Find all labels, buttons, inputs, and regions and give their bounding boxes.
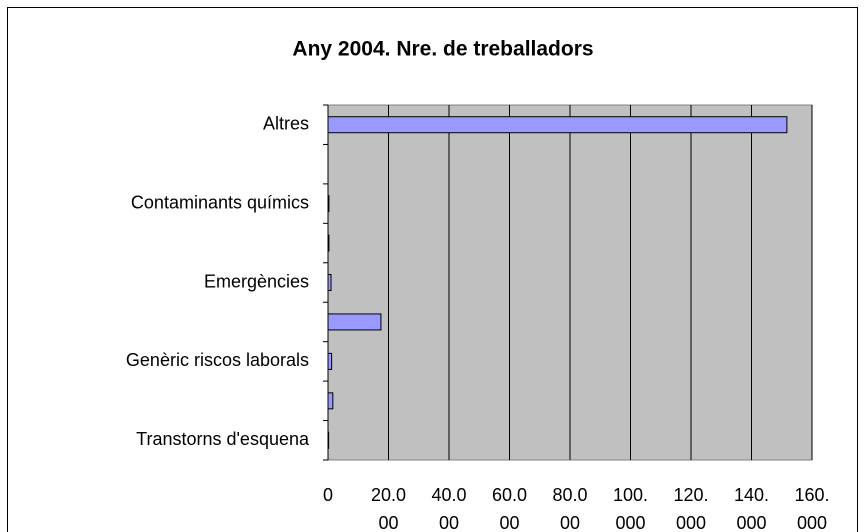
y-tick-label: Genèric riscos laborals	[126, 350, 309, 370]
bar	[327, 352, 333, 370]
bar	[327, 116, 788, 134]
y-tick-label: Transtorns d'esquena	[136, 429, 310, 449]
x-tick-label: 120.000	[673, 485, 709, 532]
bar	[327, 431, 330, 449]
bar	[327, 195, 330, 213]
x-tick-label: 0	[322, 485, 333, 505]
x-tick-label: 160.000	[794, 485, 830, 532]
x-tick-label: 80.000	[552, 485, 588, 532]
chart-title: Any 2004. Nre. de treballadors	[292, 38, 593, 61]
x-tick-label: 20.000	[370, 485, 407, 532]
y-tick-label: Contaminants químics	[131, 192, 309, 212]
bar	[327, 313, 382, 331]
x-tick-label: 140.000	[733, 485, 770, 532]
bar	[327, 274, 332, 291]
x-tick-label: 40.000	[431, 485, 467, 532]
bar	[327, 392, 334, 410]
x-tick-label: 100.000	[612, 485, 649, 532]
x-tick-label: 60.000	[491, 485, 528, 532]
y-tick-label: Altres	[263, 113, 309, 133]
bar	[327, 234, 330, 252]
y-tick-label: Emergències	[204, 271, 309, 291]
